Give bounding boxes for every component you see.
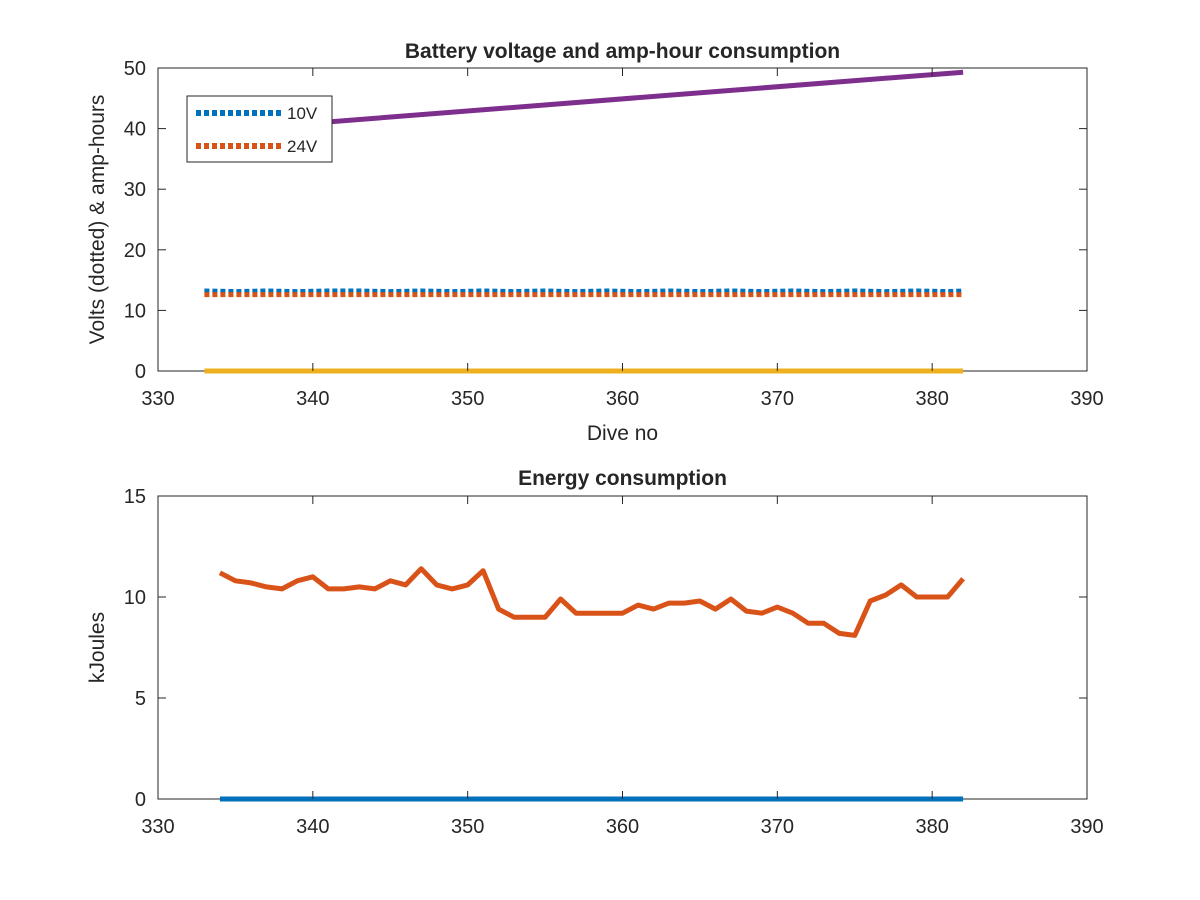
x-tick-label: 350 — [451, 816, 484, 838]
x-tick-label: 370 — [761, 388, 794, 410]
x-tick-label: 360 — [606, 816, 639, 838]
y-tick-label: 0 — [135, 361, 146, 383]
tick-layer: 330 340 350 360 370 380 390 0 10 20 30 40 50 — [124, 58, 1104, 410]
x-tick-label: 370 — [761, 816, 794, 838]
legend: 10V 24V — [186, 95, 333, 163]
energy-consumption-panel: 330 340 350 360 370 380 390 0 5 10 15 Energy consu… — [86, 467, 1104, 838]
y-tick-label: 40 — [124, 119, 146, 141]
x-tick-label: 340 — [296, 388, 329, 410]
y-tick-label: 5 — [135, 688, 146, 710]
y-tick-label: 15 — [124, 486, 146, 508]
x-tick-label: 340 — [296, 816, 329, 838]
x-tick-label: 350 — [451, 388, 484, 410]
chart-title: Battery voltage and amp-hour consumption — [405, 40, 840, 63]
y-tick-label: 50 — [124, 58, 146, 80]
x-tick-label: 360 — [606, 388, 639, 410]
series-line-10v — [204, 288, 964, 295]
x-tick-label: 380 — [915, 388, 948, 410]
y-axis-label: Volts (dotted) & amp-hours — [86, 95, 109, 345]
y-tick-label: 20 — [124, 240, 146, 262]
x-axis-label: Dive no — [587, 422, 658, 445]
y-axis-label: kJoules — [86, 612, 109, 683]
x-tick-label: 390 — [1070, 388, 1103, 410]
plot-area — [157, 495, 1088, 800]
y-tick-label: 10 — [124, 587, 146, 609]
y-tick-label: 10 — [124, 300, 146, 322]
x-tick-label: 380 — [915, 816, 948, 838]
y-tick-label: 0 — [135, 789, 146, 811]
battery-voltage-panel: 330 340 350 360 370 380 390 0 10 20 30 40 50 Battery… — [86, 40, 1104, 445]
series-layer — [218, 566, 966, 802]
tick-layer: 330 340 350 360 370 380 390 0 5 10 15 — [124, 486, 1104, 838]
x-tick-label: 390 — [1070, 816, 1103, 838]
chart-title: Energy consumption — [518, 467, 727, 490]
x-tick-label: 330 — [141, 816, 174, 838]
legend-label-24v: 24V — [287, 137, 318, 156]
series-line-2 — [218, 566, 966, 638]
x-tick-label: 330 — [141, 388, 174, 410]
legend-label-10v: 10V — [287, 104, 318, 123]
y-tick-label: 30 — [124, 179, 146, 201]
legend-box — [186, 95, 333, 163]
